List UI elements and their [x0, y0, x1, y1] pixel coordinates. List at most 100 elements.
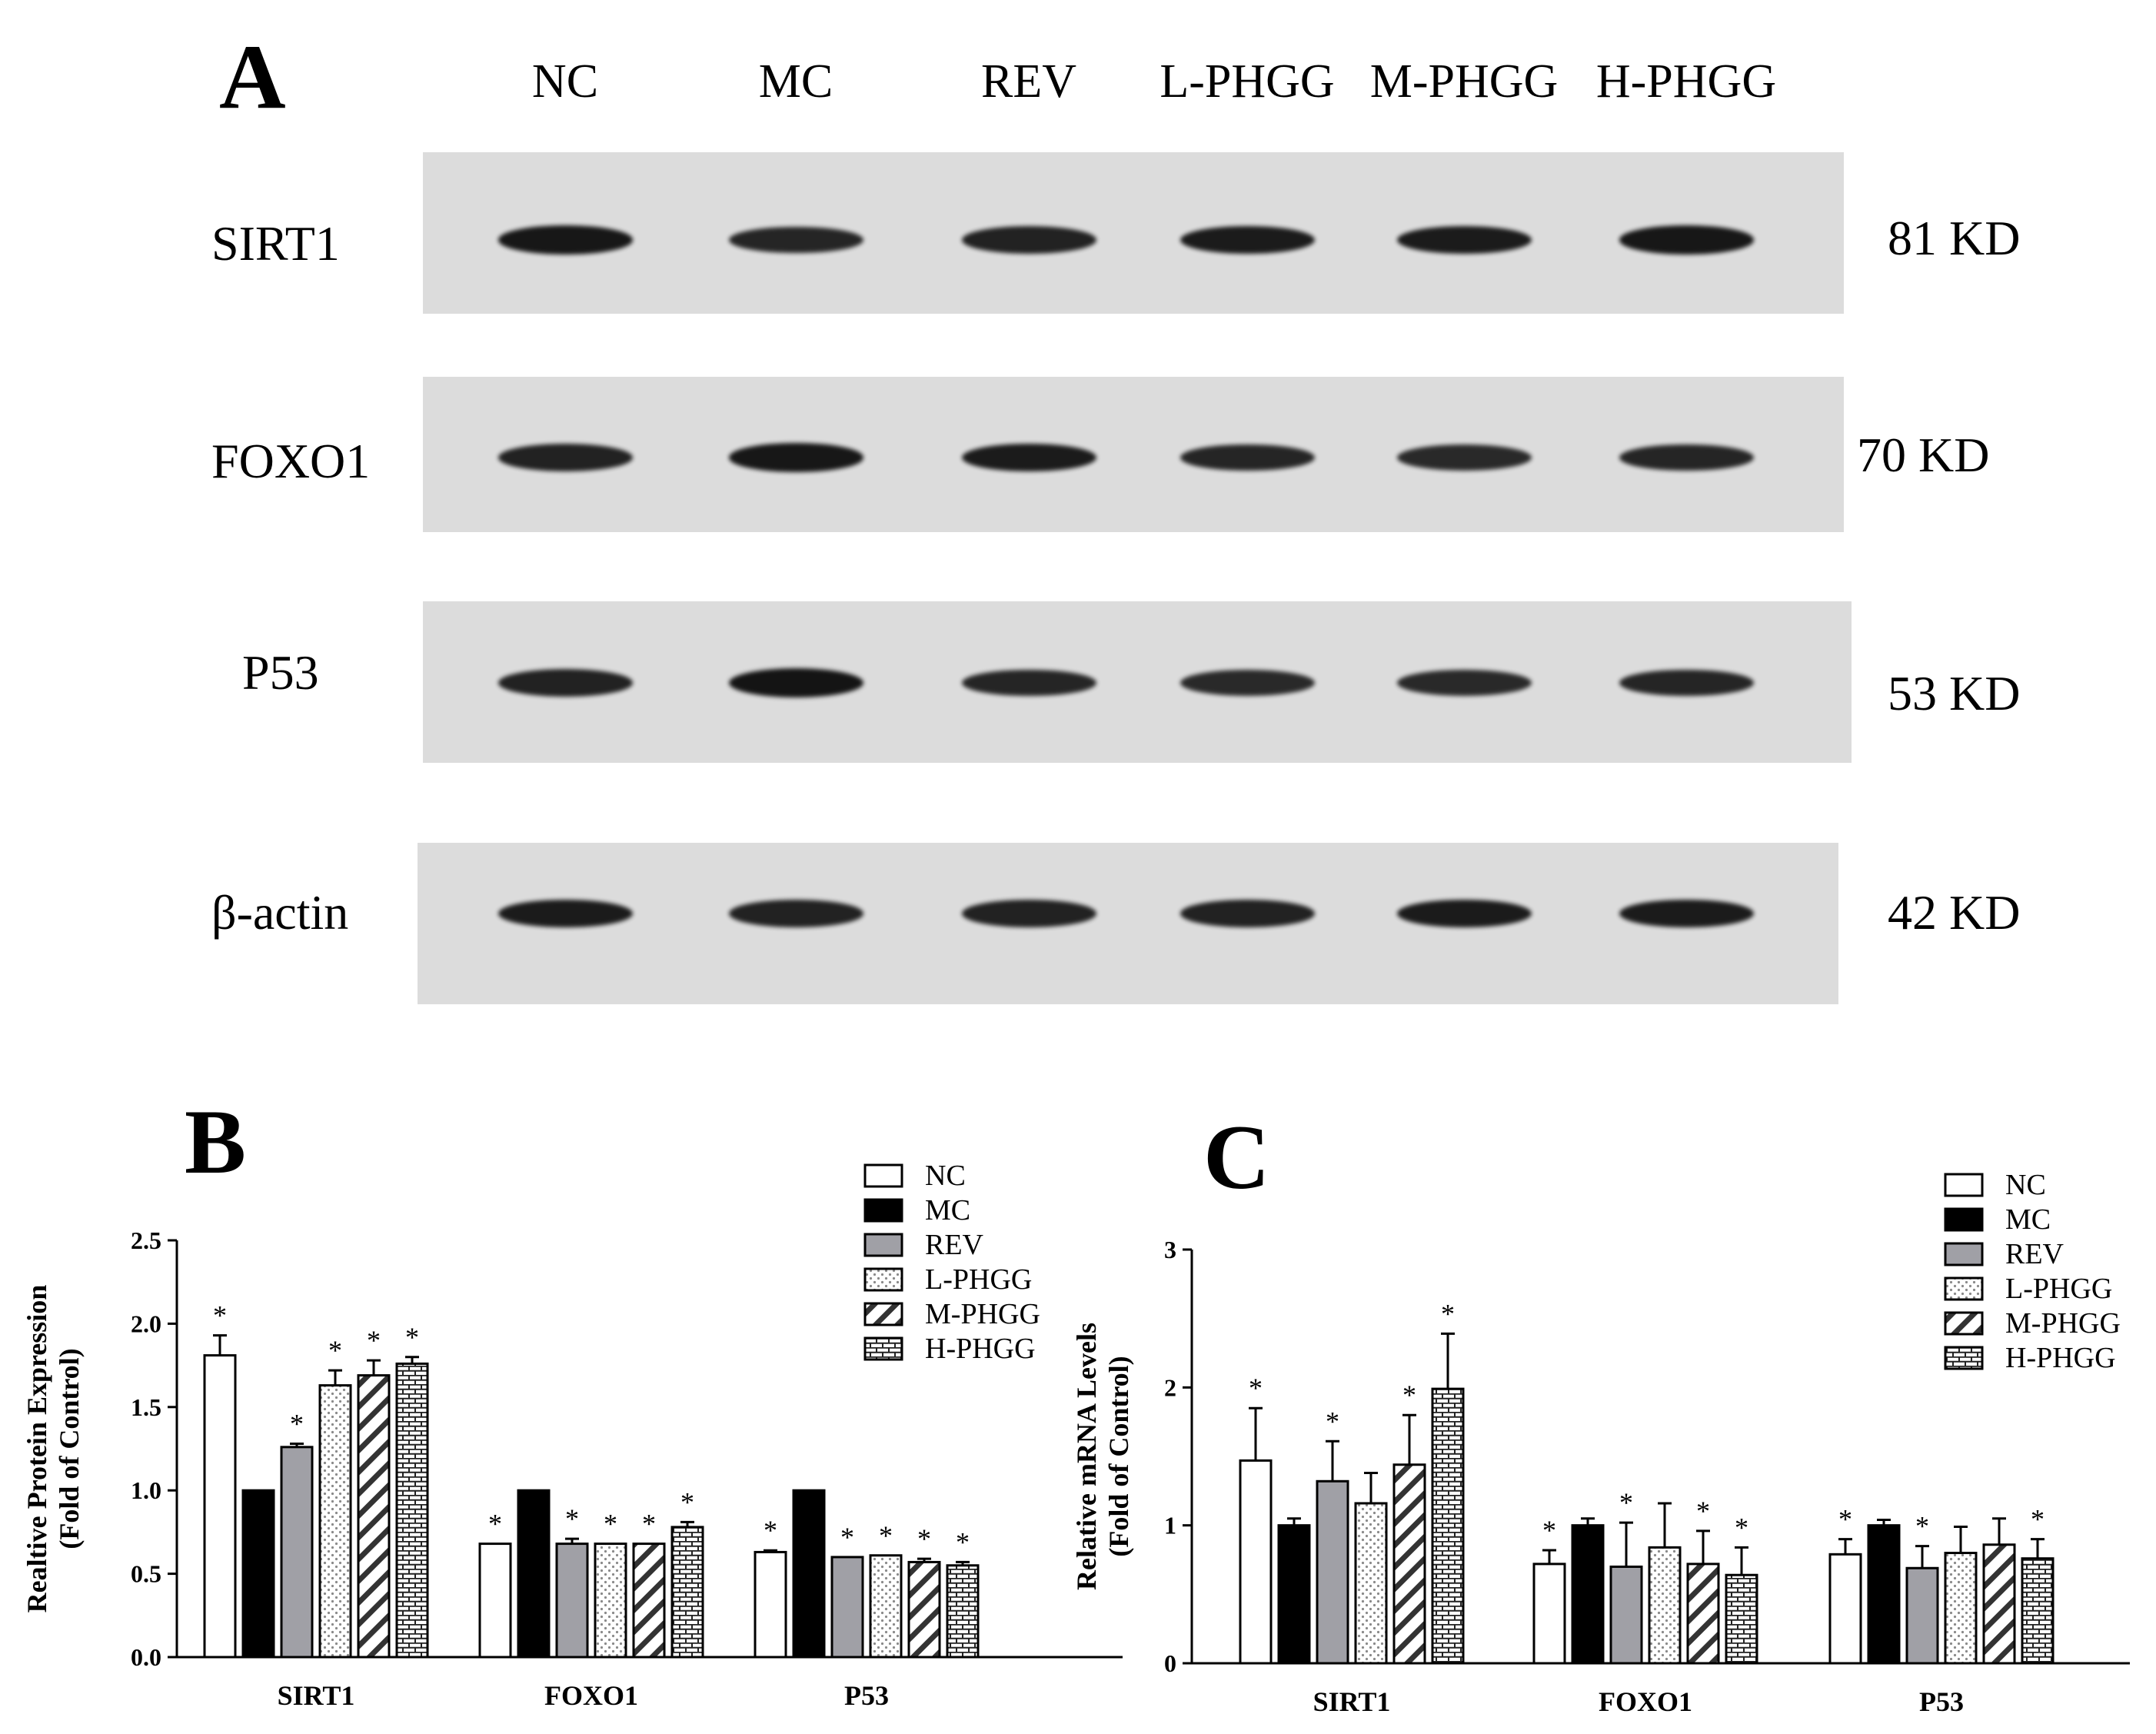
chart-b-significance-star: *: [213, 1300, 227, 1331]
blot-strip-p53: [423, 601, 1852, 763]
chart-c-bar-rev-p53: [1905, 1566, 1939, 1665]
chart-b-significance-star: *: [565, 1503, 579, 1534]
chart-b-bar-m-phgg-sirt1: [357, 1374, 391, 1659]
lane-label-rev: REV: [981, 55, 1076, 108]
size-label-sirt1: 81 KD: [1888, 211, 2021, 265]
chart-b-bar-nc-foxo1: [478, 1543, 512, 1659]
chart-c-significance-star: *: [1838, 1504, 1852, 1535]
blot-strip-foxo1: [423, 377, 1844, 532]
chart-b-significance-star: *: [917, 1523, 931, 1554]
lane-label-mc: MC: [758, 55, 833, 108]
chart-b-legend-label-mc: MC: [925, 1194, 970, 1226]
band-sirt1-nc: [497, 225, 633, 255]
chart-b-bar-l-phgg-p53: [869, 1554, 903, 1659]
band-p53-rev: [961, 669, 1096, 697]
chart-c-bar-m-phgg-p53: [1982, 1543, 2016, 1665]
chart-b-legend-label-h-phgg: H-PHGG: [925, 1333, 1036, 1365]
lane-label-h-phgg: H-PHGG: [1595, 55, 1777, 108]
chart-c-bar-m-phgg-sirt1: [1392, 1463, 1426, 1665]
chart-c-legend-label-m-phgg: M-PHGG: [2005, 1307, 2121, 1340]
chart-c-category-label: P53: [1919, 1686, 1964, 1717]
chart-b-y-axis-label: Realtive Protein Expression(Fold of Cont…: [22, 1285, 85, 1613]
chart-c-bar-rev-foxo1: [1609, 1565, 1643, 1665]
lane-label-m-phgg: M-PHGG: [1369, 55, 1559, 108]
band-beta-actin-l-phgg: [1179, 900, 1315, 927]
chart-c-legend-swatch-nc: [1944, 1173, 1984, 1197]
chart-c-y-axis-label: Relative mRNA Levels(Fold of Control): [1071, 1323, 1134, 1590]
band-sirt1-h-phgg: [1619, 225, 1754, 255]
chart-c-legend-label-h-phgg: H-PHGG: [2005, 1342, 2116, 1374]
band-beta-actin-h-phgg: [1619, 899, 1754, 928]
chart-b-bar-rev-p53: [830, 1556, 864, 1659]
chart-c-category-label: SIRT1: [1313, 1686, 1391, 1717]
band-foxo1-nc: [497, 444, 633, 471]
panel-a-letter: A: [219, 25, 286, 128]
band-sirt1-m-phgg: [1396, 225, 1532, 255]
chart-b-legend-swatch-rev: [863, 1233, 903, 1257]
band-foxo1-m-phgg: [1396, 444, 1532, 471]
chart-b-category-label: P53: [844, 1680, 889, 1711]
chart-c-significance-star: *: [1619, 1487, 1633, 1518]
size-label-beta-actin: 42 KD: [1888, 885, 2021, 940]
chart-b-bar-mc-foxo1: [517, 1489, 551, 1659]
chart-c-significance-star: *: [1735, 1512, 1748, 1543]
chart-c-legend-swatch-mc: [1944, 1207, 1984, 1232]
lane-label-nc: NC: [531, 55, 599, 108]
chart-b-y-tick-label: 1.5: [131, 1393, 161, 1421]
chart-b-legend-swatch-h-phgg: [863, 1336, 903, 1361]
band-p53-h-phgg: [1619, 669, 1754, 697]
chart-b-significance-star: *: [840, 1522, 854, 1553]
chart-c-bar-m-phgg-foxo1: [1686, 1563, 1720, 1665]
chart-c-significance-star: *: [1441, 1298, 1455, 1329]
lane-label-l-phgg: L-PHGG: [1160, 55, 1335, 108]
chart-c-legend-label-mc: MC: [2005, 1203, 2051, 1236]
chart-b-significance-star: *: [956, 1526, 970, 1557]
chart-b-significance-star: *: [328, 1335, 342, 1366]
chart-b-legend-swatch-l-phgg: [863, 1267, 903, 1292]
band-p53-l-phgg: [1179, 670, 1315, 696]
band-sirt1-rev: [961, 226, 1096, 254]
chart-c-significance-star: *: [1326, 1406, 1339, 1436]
chart-c-bar-nc-sirt1: [1239, 1459, 1273, 1665]
chart-b-legend-label-m-phgg: M-PHGG: [925, 1298, 1040, 1330]
blot-strip-sirt1: [423, 152, 1844, 314]
chart-c-legend-label-nc: NC: [2005, 1169, 2046, 1201]
chart-b-bar-m-phgg-foxo1: [632, 1543, 666, 1659]
chart-b-y-tick-label: 2.0: [131, 1310, 161, 1337]
band-foxo1-l-phgg: [1179, 444, 1315, 471]
chart-c-bar-mc-sirt1: [1277, 1524, 1311, 1665]
chart-b-legend-swatch-mc: [863, 1198, 903, 1223]
chart-b-bar-m-phgg-p53: [907, 1560, 941, 1659]
protein-label-sirt1: SIRT1: [211, 216, 340, 271]
chart-c-bar-nc-p53: [1828, 1553, 1862, 1665]
chart-c-y-tick-label: 0: [1164, 1649, 1176, 1677]
chart-c-significance-star: *: [1402, 1380, 1416, 1410]
chart-c-bar-h-phgg-foxo1: [1725, 1573, 1758, 1665]
protein-label-p53: P53: [242, 645, 319, 700]
chart-c-bar-mc-p53: [1867, 1524, 1901, 1665]
chart-b-legend-swatch-m-phgg: [863, 1302, 903, 1326]
band-sirt1-l-phgg: [1179, 225, 1315, 255]
chart-b-y-tick-label: 0.0: [131, 1643, 161, 1671]
chart-b-significance-star: *: [488, 1509, 502, 1539]
band-beta-actin-nc: [497, 899, 633, 928]
chart-c-bar-l-phgg-p53: [1944, 1552, 1978, 1665]
chart-b-legend-label-rev: REV: [925, 1229, 984, 1261]
band-p53-nc: [497, 669, 633, 697]
chart-c-category-label: FOXO1: [1599, 1686, 1692, 1717]
protein-label-foxo1: FOXO1: [211, 434, 371, 488]
chart-c-legend-swatch-h-phgg: [1944, 1346, 1984, 1370]
band-sirt1-mc: [728, 226, 863, 254]
protein-label-beta-actin: β-actin: [211, 885, 349, 940]
chart-b-category-label: FOXO1: [544, 1680, 638, 1711]
chart-c-legend-swatch-rev: [1944, 1242, 1984, 1266]
chart-c-significance-star: *: [1542, 1515, 1556, 1546]
chart-c-significance-star: *: [1915, 1511, 1929, 1542]
chart-c-y-tick-label: 3: [1164, 1236, 1176, 1263]
chart-c-bar-h-phgg-p53: [2021, 1557, 2055, 1665]
chart-c-y-tick-label: 1: [1164, 1512, 1176, 1539]
chart-b-category-label: SIRT1: [278, 1680, 355, 1711]
chart-b-y-tick-label: 1.0: [131, 1476, 161, 1504]
chart-c-legend-swatch-l-phgg: [1944, 1276, 1984, 1301]
